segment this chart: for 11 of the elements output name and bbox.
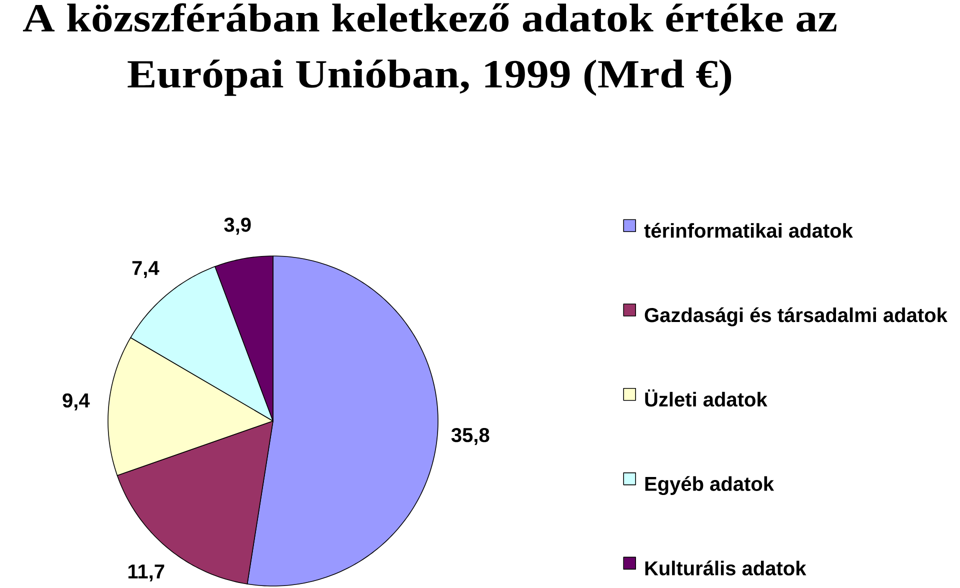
data-label: 3,9 <box>224 218 251 235</box>
legend-label: Üzleti adatok <box>645 389 768 407</box>
legend-label: Gazdasági és társadalmi adatok <box>644 307 948 326</box>
legend-label: térinformatikai adatok <box>644 222 853 238</box>
data-label: 7,4 <box>132 261 160 278</box>
data-label: 11,7 <box>128 564 164 582</box>
legend-label: Kulturális adatok <box>645 560 806 576</box>
chart-title: A közszférában keletkező adatok értéke az Európai Unióban, 1999 (Mrd €) <box>22 3 836 96</box>
legend-label: Egyéb adatok <box>645 476 774 496</box>
data-label: 35,8 <box>451 428 490 446</box>
data-label: 9,4 <box>62 393 90 410</box>
